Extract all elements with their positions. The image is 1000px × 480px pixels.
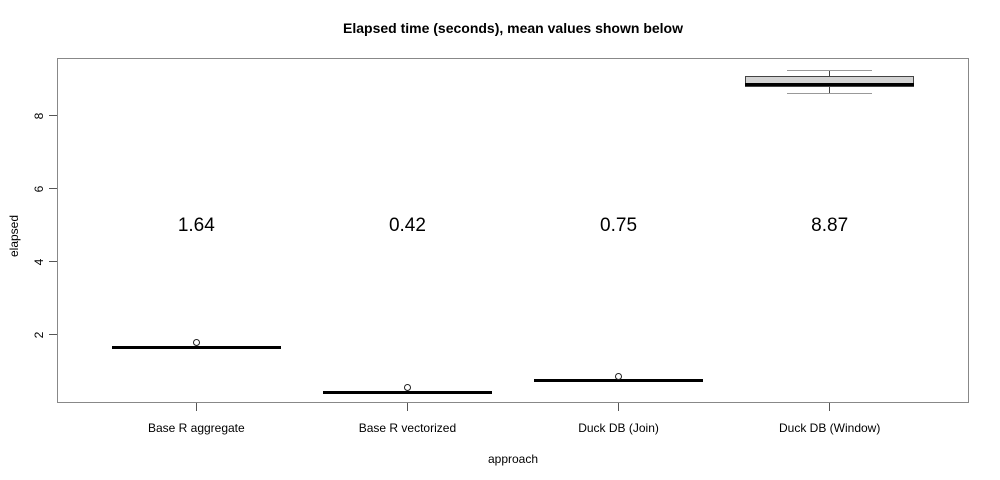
x-axis-title: approach [487, 452, 539, 466]
outlier-point [615, 372, 623, 380]
y-tick-mark [49, 334, 57, 335]
whisker-cap [787, 69, 872, 71]
whisker-stem [829, 70, 831, 76]
category-label: Base R aggregate [147, 421, 245, 435]
median-line [745, 82, 915, 86]
category-label: Base R vectorized [358, 421, 457, 435]
box-rect [745, 75, 915, 88]
plot-area [57, 58, 969, 403]
chart-title: Elapsed time (seconds), mean values show… [343, 20, 683, 36]
y-tick-label: 8 [32, 112, 46, 120]
y-tick-label: 4 [32, 258, 46, 265]
outlier-point [403, 384, 411, 392]
category-label: Duck DB (Window) [778, 421, 881, 435]
y-tick-mark [49, 188, 57, 190]
y-tick-mark [49, 261, 57, 263]
whisker-stem [829, 87, 831, 94]
median-line [534, 378, 703, 382]
mean-label: 0.75 [600, 215, 638, 237]
whisker-cap [787, 92, 872, 94]
median-line [111, 346, 281, 350]
mean-label: 0.42 [388, 215, 426, 237]
x-tick-mark [195, 403, 197, 411]
outlier-point [192, 338, 200, 346]
y-tick-label: 6 [32, 185, 46, 193]
y-tick-mark [49, 115, 57, 117]
mean-label: 8.87 [811, 215, 849, 237]
mean-label: 1.64 [177, 215, 215, 237]
x-tick-mark [406, 403, 408, 411]
y-tick-label: 2 [32, 331, 46, 338]
x-tick-mark [618, 403, 620, 411]
x-tick-mark [829, 403, 831, 411]
median-line [323, 391, 492, 395]
category-label: Duck DB (Join) [578, 421, 659, 435]
